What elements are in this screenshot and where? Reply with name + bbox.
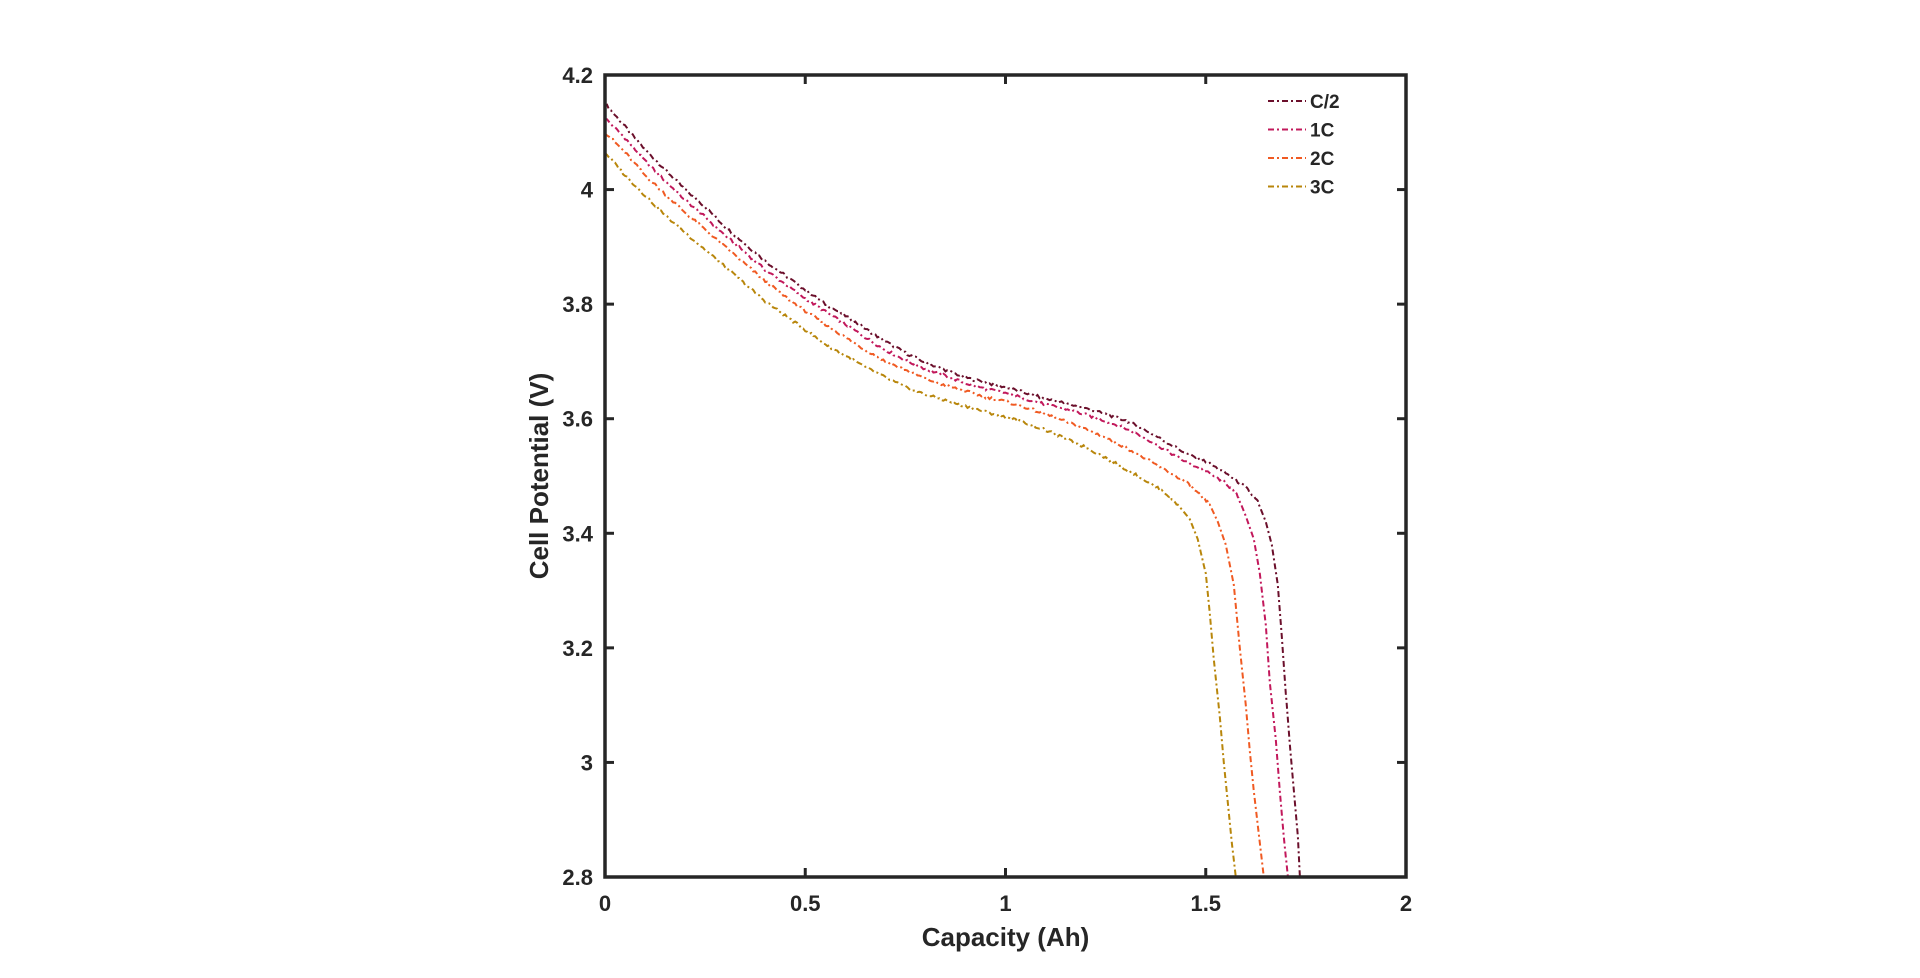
legend-label-2: 1C — [1310, 121, 1335, 142]
series-line-3 — [604, 132, 1265, 878]
y-tick-label: 3.6 — [562, 407, 593, 432]
axes-frame — [603, 73, 1408, 879]
y-tick-label: 3.8 — [562, 292, 593, 317]
x-axis-title: Capacity (Ah) — [922, 922, 1090, 952]
x-tick-label: 0.5 — [790, 891, 821, 916]
x-tick-label: 2 — [1400, 891, 1412, 916]
series-line-1 — [604, 103, 1301, 878]
y-axis-title: Cell Potential (V) — [524, 373, 554, 580]
y-tick-label: 4 — [581, 178, 594, 203]
y-tick-label: 3 — [581, 750, 593, 775]
x-tick-label: 0 — [599, 891, 611, 916]
x-tick-label: 1 — [999, 891, 1011, 916]
legend: C/2 1C 2C 3C — [1268, 92, 1340, 199]
y-tick-label: 3.2 — [562, 636, 593, 661]
y-tick-label: 2.8 — [562, 865, 593, 890]
y-tick-label: 3.4 — [562, 521, 593, 546]
series-line-4 — [604, 152, 1237, 878]
plot-area — [604, 103, 1301, 878]
x-tick-label: 1.5 — [1190, 891, 1221, 916]
y-tick-label: 4.2 — [562, 63, 593, 88]
axes: 0 0.5 1 1.5 2 2.8 3 3.2 3.4 3.6 3.8 4 4.2 Capacity (A… — [524, 63, 1412, 952]
legend-label-1: C/2 — [1310, 92, 1340, 113]
legend-label-4: 3C — [1310, 178, 1335, 199]
legend-label-3: 2C — [1310, 149, 1335, 170]
series-line-2 — [604, 117, 1289, 878]
